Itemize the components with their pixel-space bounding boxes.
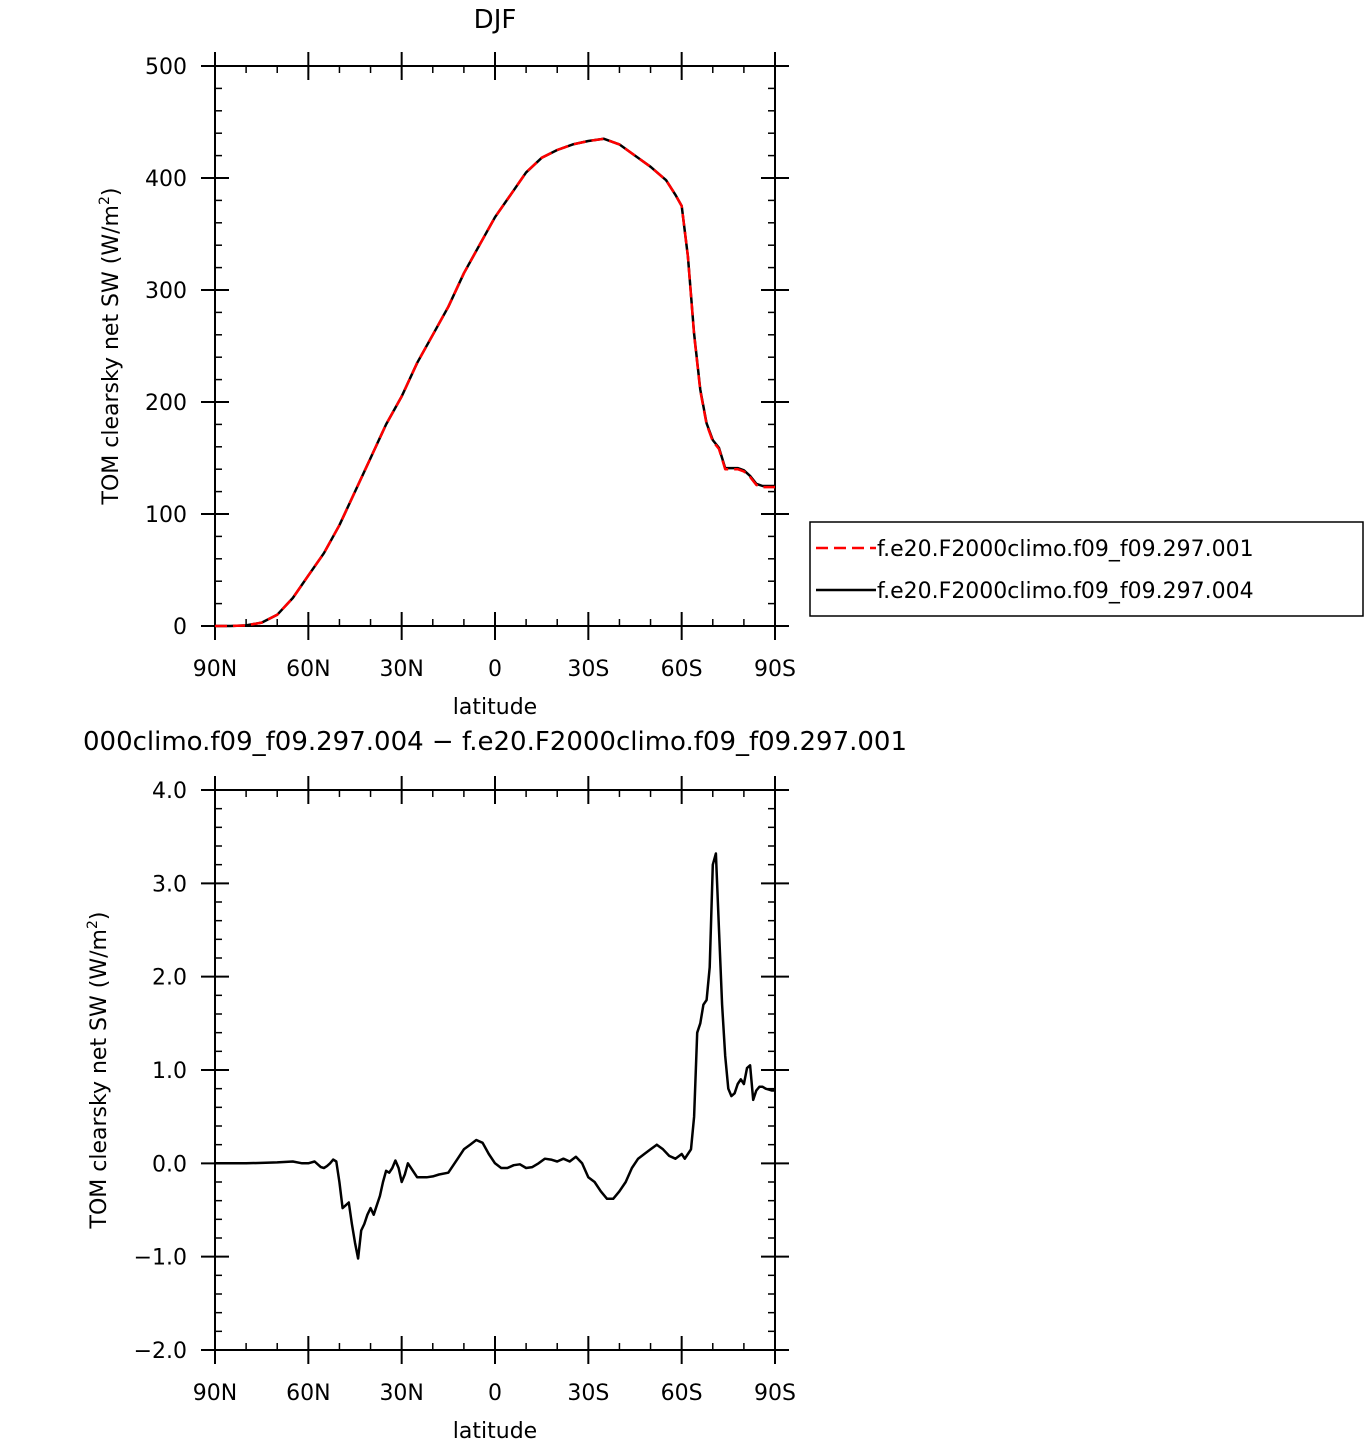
chart-title: 000climo.f09_f09.297.004 − f.e20.F2000cl…: [83, 727, 907, 757]
y-axis-label-text: TOM clearsky net SW (W/m: [99, 205, 124, 505]
y-tick-label: 2.0: [152, 966, 187, 991]
y-axis-label-close: ): [87, 912, 112, 921]
series-line-0: [215, 137, 775, 628]
plot-frame: [214, 789, 776, 1351]
y-tick-label: −2.0: [134, 1339, 187, 1364]
x-tick-label: 30N: [379, 1381, 423, 1406]
x-tick-label: 90S: [754, 657, 796, 682]
x-axis-label: latitude: [453, 695, 537, 720]
series-line-0: [215, 852, 775, 1260]
y-tick-label: −1.0: [134, 1246, 187, 1271]
y-tick-label: 500: [145, 55, 187, 80]
x-tick-label: 90N: [193, 657, 237, 682]
y-axis-label-text: TOM clearsky net SW (W/m: [87, 929, 112, 1229]
y-tick-label: 100: [145, 503, 187, 528]
y-axis-label-superscript: 2: [97, 196, 113, 205]
legend-entry: f.e20.F2000climo.f09_f09.297.004: [877, 579, 1254, 604]
legend-entry: f.e20.F2000climo.f09_f09.297.001: [877, 537, 1254, 562]
x-tick-label: 0: [488, 657, 502, 682]
y-tick-label: 400: [145, 167, 187, 192]
y-tick-label: 0: [173, 615, 187, 640]
y-axis-label: TOM clearsky net SW (W/m2): [97, 188, 124, 506]
x-tick-label: 60N: [286, 657, 330, 682]
x-tick-label: 90S: [754, 1381, 796, 1406]
x-tick-label: 60S: [661, 1381, 703, 1406]
y-tick-label: 4.0: [152, 779, 187, 804]
y-tick-label: 1.0: [152, 1059, 187, 1084]
y-tick-label: 200: [145, 391, 187, 416]
plot-frame: [214, 65, 776, 627]
legend-box: [809, 521, 1364, 617]
x-tick-label: 30N: [379, 657, 423, 682]
y-axis-label-superscript: 2: [85, 920, 101, 929]
x-tick-label: 30S: [567, 657, 609, 682]
series-line-1: [215, 137, 775, 628]
y-tick-label: 3.0: [152, 872, 187, 897]
y-axis-label-close: ): [99, 188, 124, 197]
x-axis-label: latitude: [453, 1419, 537, 1444]
y-tick-label: 0.0: [152, 1152, 187, 1177]
chart-title: DJF: [474, 5, 517, 35]
x-tick-label: 0: [488, 1381, 502, 1406]
x-tick-label: 90N: [193, 1381, 237, 1406]
y-axis-label: TOM clearsky net SW (W/m2): [85, 912, 112, 1230]
y-tick-label: 300: [145, 279, 187, 304]
x-tick-label: 60N: [286, 1381, 330, 1406]
x-tick-label: 60S: [661, 657, 703, 682]
x-tick-label: 30S: [567, 1381, 609, 1406]
